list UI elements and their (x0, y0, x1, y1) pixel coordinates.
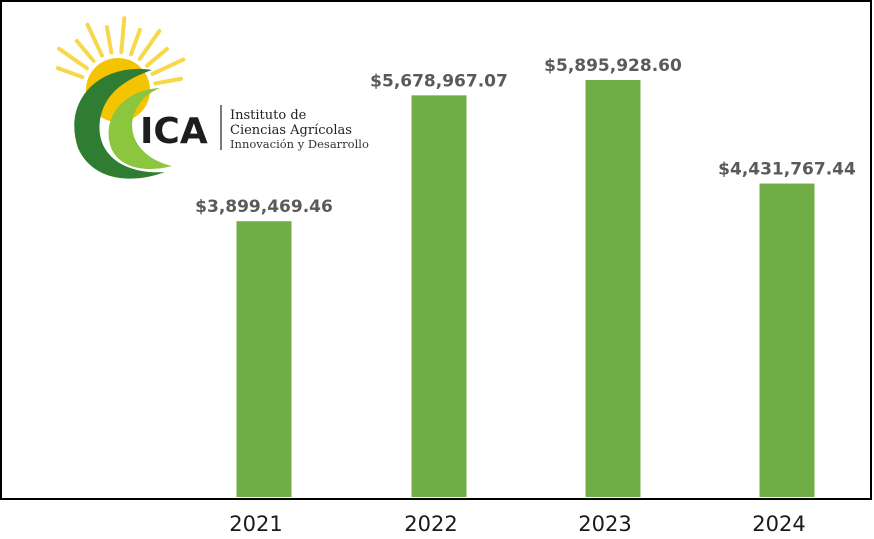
bar-2023 (585, 80, 641, 497)
bar-2021 (236, 221, 292, 497)
ica-logo: ICA Instituto de Ciencias Agrícolas Inno… (55, 16, 369, 179)
sun-ray-icon (104, 24, 114, 55)
green-field-inner-icon (108, 88, 172, 169)
x-tick-2023: 2023 (578, 512, 631, 536)
green-field-outer-icon (74, 68, 165, 179)
sun-ray-icon (137, 29, 162, 61)
sun-rays-icon (55, 16, 186, 86)
bars-group (236, 80, 815, 498)
value-label-2021: $3,899,469.46 (195, 197, 333, 217)
sun-ray-icon (57, 46, 89, 71)
value-label-2022: $5,678,967.07 (370, 71, 508, 91)
bar-2024 (759, 183, 815, 497)
sun-ray-icon (119, 16, 127, 55)
bar-2022 (411, 95, 467, 498)
chart-frame (0, 0, 872, 500)
x-tick-2022: 2022 (404, 512, 457, 536)
value-labels-group: $3,899,469.46 $5,678,967.07 $5,895,928.60 $… (195, 56, 856, 217)
sun-ray-icon (153, 76, 184, 86)
sun-ray-icon (85, 22, 104, 58)
logo-line2: Ciencias Agrícolas (230, 123, 352, 138)
value-label-2023: $5,895,928.60 (544, 56, 682, 76)
logo-line3: Innovación y Desarrollo (230, 137, 369, 151)
sun-ray-icon (150, 57, 186, 76)
x-tick-labels-group: 2021 2022 2023 2024 (229, 512, 805, 536)
x-tick-2024: 2024 (752, 512, 805, 536)
sun-ray-icon (128, 27, 142, 57)
x-tick-2021: 2021 (229, 512, 282, 536)
sun-ray-icon (55, 66, 85, 80)
value-label-2024: $4,431,767.44 (718, 160, 856, 180)
sun-ray-icon (74, 38, 96, 63)
logo-line1: Instituto de (230, 108, 307, 123)
sun-ray-icon (145, 46, 170, 68)
logo-acronym: ICA (140, 111, 208, 152)
